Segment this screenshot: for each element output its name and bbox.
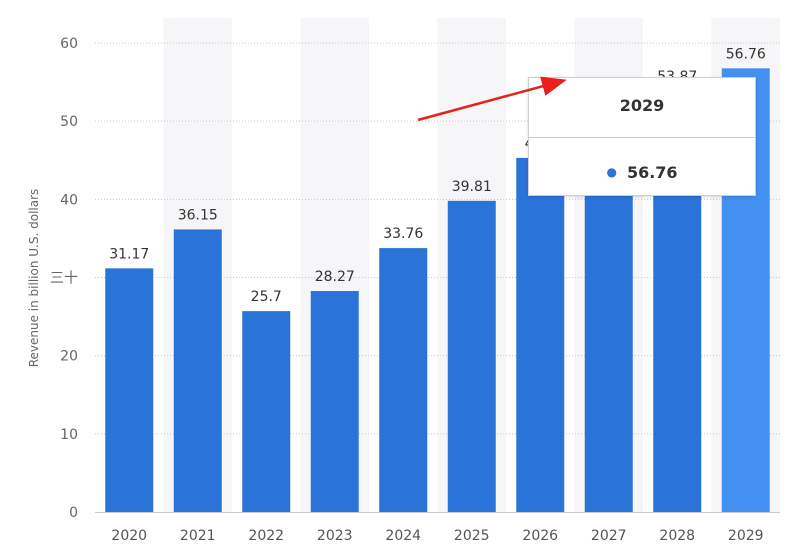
tooltip: 2029 ● 56.76 — [528, 77, 756, 196]
data-label: 25.7 — [251, 289, 282, 305]
data-label: 36.15 — [178, 207, 218, 223]
x-tick-label: 2022 — [248, 528, 284, 544]
tooltip-divider — [529, 137, 755, 138]
tooltip-value: 56.76 — [626, 163, 678, 182]
bar-2024 — [379, 248, 428, 513]
x-tick-label: 2028 — [659, 528, 695, 544]
y-axis-title: Revenue in billion U.S. dollars — [27, 189, 41, 368]
data-label: 28.27 — [315, 269, 355, 285]
bar-2020 — [105, 268, 154, 512]
x-tick-label: 2029 — [728, 528, 764, 544]
x-tick-label: 2026 — [522, 528, 558, 544]
y-tick-label: 20 — [60, 349, 78, 365]
bar-2025 — [447, 200, 496, 513]
y-tick-label: 50 — [60, 114, 78, 130]
data-label: 31.17 — [109, 246, 149, 262]
y-tick-label: 10 — [60, 427, 78, 443]
series-dot-icon: ● — [606, 165, 617, 179]
bar-2026 — [516, 157, 565, 512]
tooltip-value-row: ● 56.76 — [529, 163, 755, 182]
x-tick-label: 2021 — [180, 528, 216, 544]
bar-2023 — [310, 291, 359, 512]
tooltip-title: 2029 — [619, 96, 665, 115]
y-tick-label: 60 — [60, 36, 78, 52]
x-tick-label: 2020 — [111, 528, 147, 544]
y-tick-label: 40 — [60, 192, 78, 208]
x-tick-label: 2025 — [454, 528, 490, 544]
x-tick-label: 2023 — [317, 528, 353, 544]
y-tick-label: 三十 — [50, 271, 78, 287]
data-label: 33.76 — [383, 226, 423, 242]
data-label: 56.76 — [726, 46, 766, 62]
bar-2021 — [173, 229, 222, 513]
bar-2022 — [242, 311, 291, 512]
data-label: 39.81 — [452, 179, 492, 195]
x-tick-label: 2024 — [385, 528, 421, 544]
x-tick-label: 2027 — [591, 528, 627, 544]
y-tick-label: 0 — [69, 505, 78, 521]
